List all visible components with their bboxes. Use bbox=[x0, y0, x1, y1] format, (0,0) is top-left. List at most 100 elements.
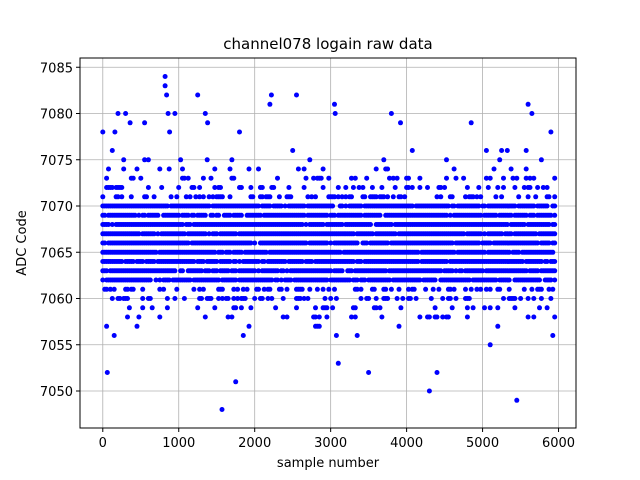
data-point bbox=[444, 175, 449, 181]
data-point bbox=[533, 231, 539, 237]
data-point bbox=[552, 268, 558, 274]
data-point bbox=[219, 249, 225, 255]
data-point bbox=[164, 305, 170, 311]
data-point bbox=[200, 194, 206, 200]
data-point bbox=[280, 268, 286, 274]
x-tick-label: 0 bbox=[99, 436, 107, 451]
data-point bbox=[212, 185, 218, 190]
data-point bbox=[379, 314, 385, 320]
data-point bbox=[438, 185, 444, 190]
y-tick-label: 7070 bbox=[40, 200, 73, 215]
data-point bbox=[501, 175, 506, 181]
data-point bbox=[200, 259, 206, 264]
data-point bbox=[320, 222, 326, 227]
data-point bbox=[383, 286, 389, 292]
data-point bbox=[349, 194, 354, 200]
data-point bbox=[499, 148, 505, 153]
data-point bbox=[214, 259, 220, 264]
data-point bbox=[415, 259, 421, 264]
data-point bbox=[256, 203, 261, 209]
data-point bbox=[288, 194, 294, 200]
data-point bbox=[425, 185, 430, 190]
data-point bbox=[263, 249, 269, 255]
data-point bbox=[127, 120, 133, 126]
data-point bbox=[229, 157, 235, 163]
data-point bbox=[523, 175, 529, 181]
data-point bbox=[125, 296, 130, 301]
data-point bbox=[474, 286, 480, 292]
data-point bbox=[373, 194, 379, 200]
data-point bbox=[233, 259, 239, 264]
data-point bbox=[265, 296, 271, 301]
data-point bbox=[328, 240, 334, 246]
data-point bbox=[144, 194, 149, 200]
data-point bbox=[369, 185, 375, 190]
data-point bbox=[181, 296, 187, 301]
data-point bbox=[546, 286, 552, 292]
data-point bbox=[550, 249, 556, 255]
data-point bbox=[491, 166, 497, 172]
data-point bbox=[225, 296, 231, 301]
data-point bbox=[299, 286, 305, 292]
data-point bbox=[352, 305, 358, 311]
data-point bbox=[537, 305, 542, 311]
data-point bbox=[468, 120, 474, 126]
data-point bbox=[252, 240, 258, 246]
data-point bbox=[248, 240, 254, 246]
data-point bbox=[409, 148, 415, 153]
data-point bbox=[316, 323, 322, 329]
data-point bbox=[197, 194, 203, 200]
data-point bbox=[181, 231, 187, 237]
data-point bbox=[309, 259, 315, 264]
data-point bbox=[523, 148, 529, 153]
data-point bbox=[248, 185, 254, 190]
data-point bbox=[531, 175, 537, 181]
data-point bbox=[185, 212, 191, 218]
data-point bbox=[267, 203, 273, 209]
data-point bbox=[362, 194, 368, 200]
data-point bbox=[544, 185, 550, 190]
data-point bbox=[227, 259, 233, 264]
data-point bbox=[487, 286, 493, 292]
data-point bbox=[132, 212, 138, 218]
data-point bbox=[299, 259, 305, 264]
data-point bbox=[508, 212, 514, 218]
data-point bbox=[164, 296, 170, 301]
data-point bbox=[195, 305, 201, 311]
data-point bbox=[463, 194, 468, 200]
data-point bbox=[155, 212, 161, 218]
data-point bbox=[181, 175, 187, 181]
data-point bbox=[231, 286, 237, 292]
data-point bbox=[548, 296, 554, 301]
data-point bbox=[240, 286, 246, 292]
data-point bbox=[244, 286, 250, 292]
data-point bbox=[339, 194, 345, 200]
data-point bbox=[282, 259, 288, 264]
data-point bbox=[377, 305, 383, 311]
data-point bbox=[332, 286, 337, 292]
data-point bbox=[227, 194, 233, 200]
data-point bbox=[504, 222, 510, 227]
data-point bbox=[174, 194, 180, 200]
data-point bbox=[128, 194, 134, 200]
data-point bbox=[339, 268, 345, 274]
plot-frame bbox=[79, 57, 577, 429]
data-point bbox=[451, 286, 457, 292]
data-point bbox=[487, 240, 493, 246]
data-point bbox=[307, 157, 313, 163]
data-point bbox=[185, 240, 191, 246]
data-point bbox=[172, 111, 178, 116]
data-point bbox=[303, 175, 309, 181]
data-point bbox=[109, 296, 115, 301]
data-point bbox=[483, 286, 489, 292]
data-point bbox=[278, 277, 284, 283]
data-point bbox=[463, 286, 468, 292]
data-point bbox=[518, 296, 524, 301]
data-point bbox=[187, 194, 193, 200]
data-point bbox=[256, 259, 261, 264]
data-point bbox=[100, 194, 106, 200]
data-point bbox=[546, 222, 552, 227]
data-point bbox=[109, 148, 115, 153]
data-point bbox=[301, 185, 307, 190]
data-point bbox=[552, 314, 558, 320]
